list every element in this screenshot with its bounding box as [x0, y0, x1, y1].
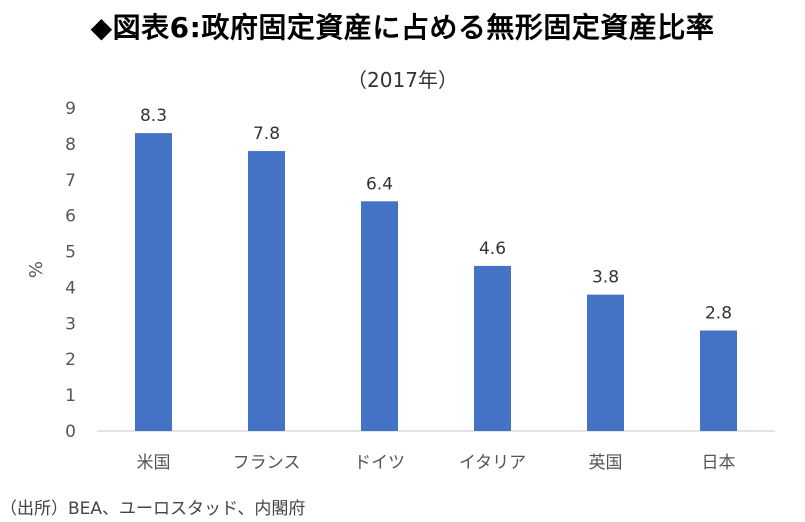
bar [135, 133, 172, 431]
y-tick-label: 6 [65, 207, 76, 227]
y-tick-label: 4 [65, 278, 76, 298]
category-label: ドイツ [354, 453, 405, 473]
y-tick-label: 5 [65, 243, 76, 263]
y-tick-label: 3 [65, 314, 76, 334]
data-label: 8.3 [140, 106, 167, 126]
data-label: 6.4 [366, 174, 393, 194]
bar [361, 201, 398, 431]
y-tick-label: 8 [65, 135, 76, 155]
bar [700, 330, 737, 431]
data-label: 2.8 [705, 304, 732, 324]
category-label: フランス [233, 453, 301, 473]
chart-title: ◆図表6:政府固定資産に占める無形固定資産比率 [90, 11, 715, 44]
category-label: 米国 [137, 453, 171, 473]
y-tick-label: 1 [65, 386, 76, 406]
chart-subtitle: （2017年） [347, 68, 458, 92]
bar [248, 151, 285, 432]
y-tick-label: 7 [65, 171, 76, 191]
bar [587, 294, 624, 431]
category-label: 英国 [589, 453, 623, 473]
y-tick-label: 2 [65, 350, 76, 370]
y-tick-label: 9 [65, 99, 76, 119]
category-label: イタリア [459, 453, 526, 473]
y-tick-label: 0 [65, 422, 76, 442]
data-label: 4.6 [479, 239, 506, 259]
y-axis-ticks: 0 1 2 3 4 5 6 7 8 9 [65, 99, 76, 442]
bar [474, 265, 511, 431]
category-labels: 米国 フランス ドイツ イタリア 英国 日本 [137, 453, 736, 473]
data-labels: 8.3 7.8 6.4 4.6 3.8 2.8 [140, 106, 732, 323]
source-note: （出所）BEA、ユーロスタッド、内閣府 [0, 499, 306, 519]
bars [135, 133, 737, 432]
y-axis-label: % [26, 261, 47, 278]
data-label: 7.8 [253, 124, 280, 144]
data-label: 3.8 [592, 268, 619, 288]
category-label: 日本 [702, 453, 736, 473]
